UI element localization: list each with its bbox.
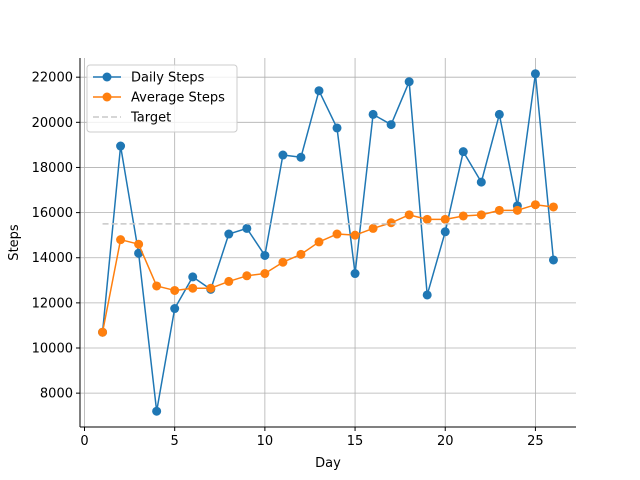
x-tick-label: 25	[527, 434, 544, 449]
data-point	[242, 223, 252, 233]
data-point	[242, 271, 252, 281]
y-axis-label: Steps	[7, 224, 22, 261]
data-point	[152, 281, 162, 291]
y-tick-label: 8000	[40, 387, 73, 402]
x-tick-label: 5	[171, 434, 179, 449]
data-point	[368, 109, 378, 119]
data-point	[98, 327, 108, 337]
series	[98, 69, 558, 416]
data-point	[548, 202, 558, 212]
legend-box	[86, 64, 238, 133]
data-point	[494, 205, 504, 215]
data-point	[476, 177, 486, 187]
data-point	[386, 120, 396, 130]
legend-item: Average Steps	[93, 91, 225, 106]
legend-marker	[102, 72, 112, 82]
data-point	[422, 290, 432, 300]
x-tick-label: 15	[347, 434, 364, 449]
data-point	[314, 86, 324, 96]
data-point	[296, 152, 306, 162]
series-daily-steps	[98, 69, 558, 416]
series-line	[101, 73, 555, 412]
series-average-steps	[98, 200, 558, 337]
data-point	[278, 257, 288, 267]
legend-label: Target	[130, 111, 171, 126]
data-point	[440, 214, 450, 224]
y-tick-label: 16000	[32, 206, 73, 221]
data-point	[386, 218, 396, 228]
legend-label: Average Steps	[131, 91, 225, 106]
data-point	[260, 269, 270, 279]
y-tick-label: 14000	[32, 251, 73, 266]
data-point	[440, 227, 450, 237]
x-tick-label: 10	[257, 434, 274, 449]
data-point	[224, 229, 234, 239]
data-point	[458, 211, 468, 221]
data-point	[314, 237, 324, 247]
data-point	[332, 229, 342, 239]
data-point	[404, 77, 414, 87]
data-point	[422, 214, 432, 224]
axes: 0 5 10 15 20 25 8000 10000 12000 14000 16000 18000 2…	[32, 58, 576, 449]
data-point	[350, 269, 360, 279]
data-point	[296, 249, 306, 259]
y-tick-label: 22000	[32, 71, 73, 86]
data-point	[116, 141, 126, 151]
legend-label: Daily Steps	[131, 71, 205, 86]
data-point	[134, 239, 144, 249]
data-point	[206, 283, 216, 293]
data-point	[530, 69, 540, 79]
data-point	[152, 406, 162, 416]
y-tick-label: 12000	[32, 296, 73, 311]
legend-item: Daily Steps	[93, 71, 205, 86]
data-point	[494, 109, 504, 119]
data-point	[476, 210, 486, 220]
x-tick-label: 20	[437, 434, 454, 449]
x-tick-label: 0	[80, 434, 88, 449]
legend-item: Target	[93, 111, 171, 126]
x-axis-label: Day	[315, 456, 341, 471]
data-point	[170, 304, 180, 314]
data-point	[116, 235, 126, 245]
data-point	[278, 150, 288, 160]
data-point	[530, 200, 540, 210]
data-point	[404, 210, 414, 220]
data-point	[458, 147, 468, 157]
y-tick-label: 10000	[32, 342, 73, 357]
data-point	[224, 276, 234, 286]
y-tick-label: 18000	[32, 161, 73, 176]
data-point	[260, 250, 270, 260]
legend: Daily Steps Average Steps Target	[86, 64, 238, 133]
data-point	[188, 283, 198, 293]
data-point	[332, 123, 342, 133]
data-point	[350, 230, 360, 240]
data-point	[512, 205, 522, 215]
y-tick-label: 20000	[32, 116, 73, 131]
data-point	[170, 285, 180, 295]
legend-marker	[102, 92, 112, 102]
data-point	[548, 255, 558, 265]
data-point	[368, 223, 378, 233]
data-point	[188, 272, 198, 282]
